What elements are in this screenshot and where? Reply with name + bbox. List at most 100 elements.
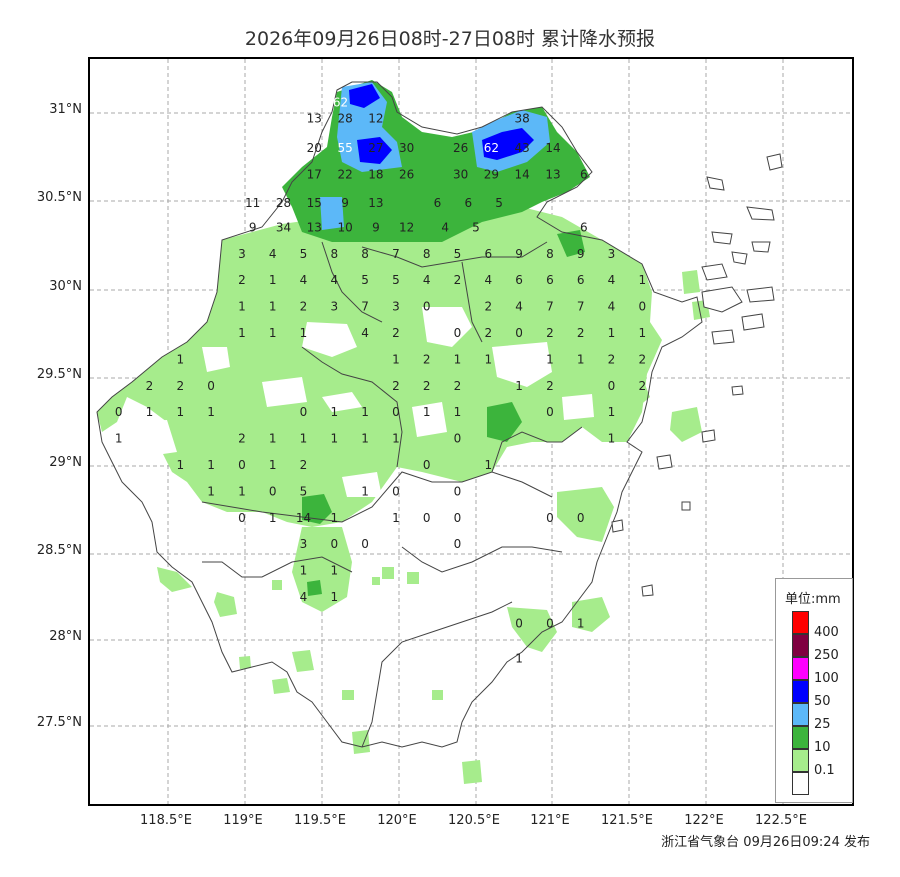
station-value: 1 bbox=[300, 326, 308, 340]
station-value: 3 bbox=[392, 300, 400, 314]
lat-label-28-5: 28.5°N bbox=[36, 543, 82, 558]
station-value: 2 bbox=[300, 458, 308, 472]
station-value: 20 bbox=[307, 141, 322, 155]
lat-label-29-5: 29.5°N bbox=[36, 367, 82, 382]
station-value: 0 bbox=[238, 458, 246, 472]
station-value: 13 bbox=[368, 196, 383, 210]
station-value: 1 bbox=[330, 590, 338, 604]
station-value: 2 bbox=[238, 273, 246, 287]
station-value: 1 bbox=[146, 405, 154, 419]
station-value: 30 bbox=[399, 141, 414, 155]
station-value: 2 bbox=[146, 379, 154, 393]
station-value: 4 bbox=[300, 273, 308, 287]
legend-swatch bbox=[792, 634, 809, 657]
station-value: 2 bbox=[577, 326, 585, 340]
station-value: 14 bbox=[545, 141, 560, 155]
map-frame[interactable]: 62 13 28 12 38 20 55 27 30 26 62 43 14 17 22 18 26 30 29 14… bbox=[88, 57, 854, 806]
station-value: 0 bbox=[546, 616, 554, 630]
station-value: 1 bbox=[515, 652, 523, 666]
station-value: 5 bbox=[454, 247, 462, 261]
station-value: 0 bbox=[423, 300, 431, 314]
station-value: 6 bbox=[484, 247, 492, 261]
station-value: 1 bbox=[392, 432, 400, 446]
legend-swatch bbox=[792, 680, 809, 703]
lon-label-121-5: 121.5°E bbox=[601, 813, 653, 828]
station-value: 1 bbox=[300, 564, 308, 578]
lat-label-28: 28°N bbox=[49, 629, 82, 644]
station-value: 8 bbox=[423, 247, 431, 261]
station-value: 2 bbox=[423, 379, 431, 393]
station-value: 2 bbox=[238, 432, 246, 446]
station-value: 1 bbox=[392, 352, 400, 366]
station-value: 2 bbox=[608, 352, 616, 366]
legend-label: 50 bbox=[814, 694, 831, 709]
map-title: 2026年09月26日08时-27日08时 累计降水预报 bbox=[244, 28, 656, 50]
legend-swatch bbox=[792, 703, 809, 726]
station-value: 1 bbox=[454, 405, 462, 419]
station-value: 0 bbox=[454, 432, 462, 446]
publish-footer: 浙江省气象台 09月26日09:24 发布 bbox=[661, 835, 870, 850]
station-value: 1 bbox=[608, 326, 616, 340]
station-value: 5 bbox=[361, 273, 369, 287]
station-value: 14 bbox=[515, 168, 530, 182]
station-value: 6 bbox=[577, 273, 585, 287]
station-value: 1 bbox=[269, 273, 277, 287]
station-value: 9 bbox=[515, 247, 523, 261]
station-value: 0 bbox=[454, 511, 462, 525]
station-value: 0 bbox=[423, 458, 431, 472]
station-value: 6 bbox=[580, 168, 588, 182]
station-value: 1 bbox=[176, 352, 184, 366]
station-value: 10 bbox=[337, 220, 352, 234]
station-value: 9 bbox=[577, 247, 585, 261]
lat-label-30-5: 30.5°N bbox=[36, 190, 82, 205]
lon-label-120-5: 120.5°E bbox=[448, 813, 500, 828]
station-value: 1 bbox=[269, 432, 277, 446]
station-value: 2 bbox=[484, 326, 492, 340]
station-value: 28 bbox=[337, 111, 352, 125]
station-value: 1 bbox=[269, 300, 277, 314]
station-value: 1 bbox=[176, 405, 184, 419]
station-value: 2 bbox=[546, 326, 554, 340]
lon-label-118-5: 118.5°E bbox=[140, 813, 192, 828]
station-value: 15 bbox=[307, 196, 322, 210]
station-value: 0 bbox=[330, 537, 338, 551]
station-value: 7 bbox=[546, 300, 554, 314]
station-value: 4 bbox=[608, 273, 616, 287]
station-value: 27 bbox=[368, 141, 383, 155]
station-value: 2 bbox=[300, 300, 308, 314]
legend-label: 400 bbox=[814, 625, 839, 640]
station-value: 4 bbox=[300, 590, 308, 604]
station-value: 1 bbox=[577, 352, 585, 366]
province-boundary bbox=[96, 81, 703, 748]
station-value: 6 bbox=[546, 273, 554, 287]
lat-label-30: 30°N bbox=[49, 279, 82, 294]
station-value: 14 bbox=[296, 511, 311, 525]
station-value: 29 bbox=[484, 168, 499, 182]
lon-label-122: 122°E bbox=[684, 813, 724, 828]
station-value: 0 bbox=[454, 484, 462, 498]
station-value: 1 bbox=[515, 379, 523, 393]
station-value: 18 bbox=[368, 168, 383, 182]
station-value: 1 bbox=[330, 564, 338, 578]
lon-label-120: 120°E bbox=[377, 813, 417, 828]
station-value: 0 bbox=[638, 300, 646, 314]
station-value: 0 bbox=[546, 511, 554, 525]
station-value: 4 bbox=[423, 273, 431, 287]
station-value: 5 bbox=[300, 484, 308, 498]
station-value: 9 bbox=[372, 220, 380, 234]
station-value: 7 bbox=[361, 300, 369, 314]
station-value: 4 bbox=[515, 300, 523, 314]
station-value: 8 bbox=[546, 247, 554, 261]
station-value: 4 bbox=[484, 273, 492, 287]
legend-label: 250 bbox=[814, 648, 839, 663]
station-value: 6 bbox=[515, 273, 523, 287]
station-value: 0 bbox=[515, 616, 523, 630]
precip-0-1mm-area bbox=[97, 207, 710, 784]
station-value: 55 bbox=[337, 141, 352, 155]
station-value: 0 bbox=[454, 326, 462, 340]
lon-label-122-5: 122.5°E bbox=[755, 813, 807, 828]
station-value: 1 bbox=[454, 352, 462, 366]
station-value: 0 bbox=[577, 511, 585, 525]
station-value: 5 bbox=[472, 220, 480, 234]
